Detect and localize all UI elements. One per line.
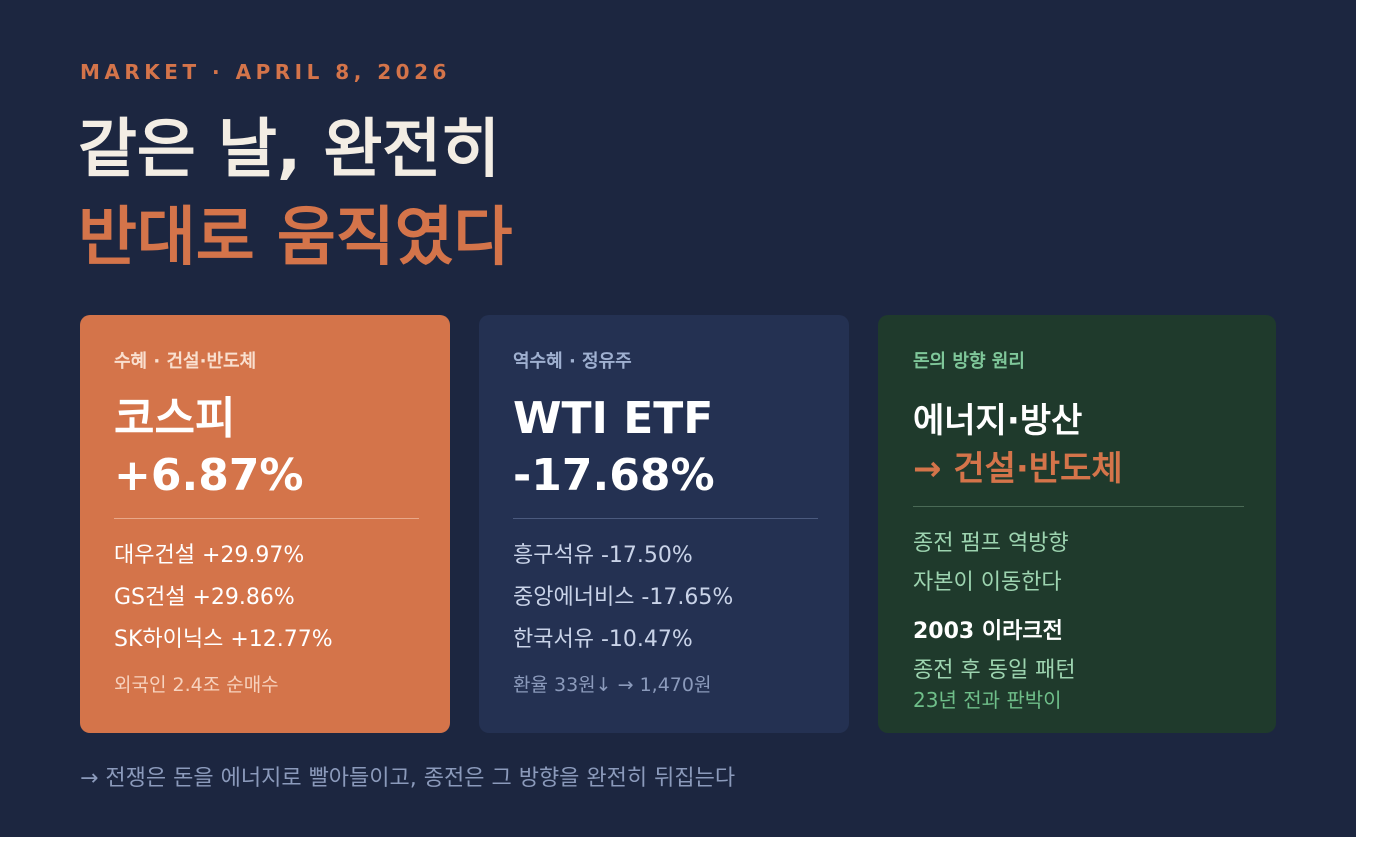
card-item: GS건설 +29.86%	[114, 585, 295, 610]
card-label: 역수혜 · 정유주	[513, 351, 632, 372]
divider	[513, 518, 818, 519]
card-value: +6.87%	[114, 450, 304, 501]
card-title: WTI ETF	[513, 393, 714, 444]
divider	[913, 506, 1244, 507]
title-line: 반대로 움직였다	[78, 201, 513, 275]
title-line: 같은 날, 완전히	[78, 113, 501, 187]
card-label: 수혜 · 건설·반도체	[114, 351, 257, 372]
card-item: 한국서유 -10.47%	[513, 627, 693, 652]
card-subhead: 2003 이라크전	[913, 619, 1063, 644]
card-item: SK하이닉스 +12.77%	[114, 627, 333, 652]
card-value: -17.68%	[513, 450, 715, 501]
card-label: 돈의 방향 원리	[913, 351, 1025, 372]
card: 돈의 방향 원리 에너지·방산 → 건설·반도체 종전 펌프 역방향 자본이 이…	[878, 315, 1276, 733]
card-title: 에너지·방산	[913, 401, 1083, 441]
card-note: 23년 전과 판박이	[913, 688, 1062, 712]
footer: → 전쟁은 돈을 에너지로 빨아들이고, 종전은 그 방향을 완전히 뒤집는다	[80, 766, 736, 791]
card-title-accent: → 건설·반도체	[913, 449, 1123, 489]
kicker: MARKET · APRIL 8, 2026	[80, 60, 451, 84]
card-line: 종전 후 동일 패턴	[913, 658, 1076, 683]
divider	[114, 518, 419, 519]
card-item: 중앙에너비스 -17.65%	[513, 585, 734, 610]
background: MARKET · APRIL 8, 2026 같은 날, 완전히 반대로 움직였…	[0, 0, 1356, 837]
card-item: 대우건설 +29.97%	[114, 543, 305, 568]
card-title: 코스피	[114, 393, 236, 444]
card-line: 자본이 이동한다	[913, 570, 1062, 595]
card: 역수혜 · 정유주 WTI ETF -17.68% 흥구석유 -17.50% 중…	[479, 315, 849, 733]
card-note: 환율 33원↓ → 1,470원	[513, 674, 712, 696]
card: 수혜 · 건설·반도체 코스피 +6.87% 대우건설 +29.97% GS건설…	[80, 315, 450, 733]
card-line: 종전 펌프 역방향	[913, 531, 1069, 556]
card-item: 흥구석유 -17.50%	[513, 543, 693, 568]
card-note: 외국인 2.4조 순매수	[114, 674, 279, 696]
